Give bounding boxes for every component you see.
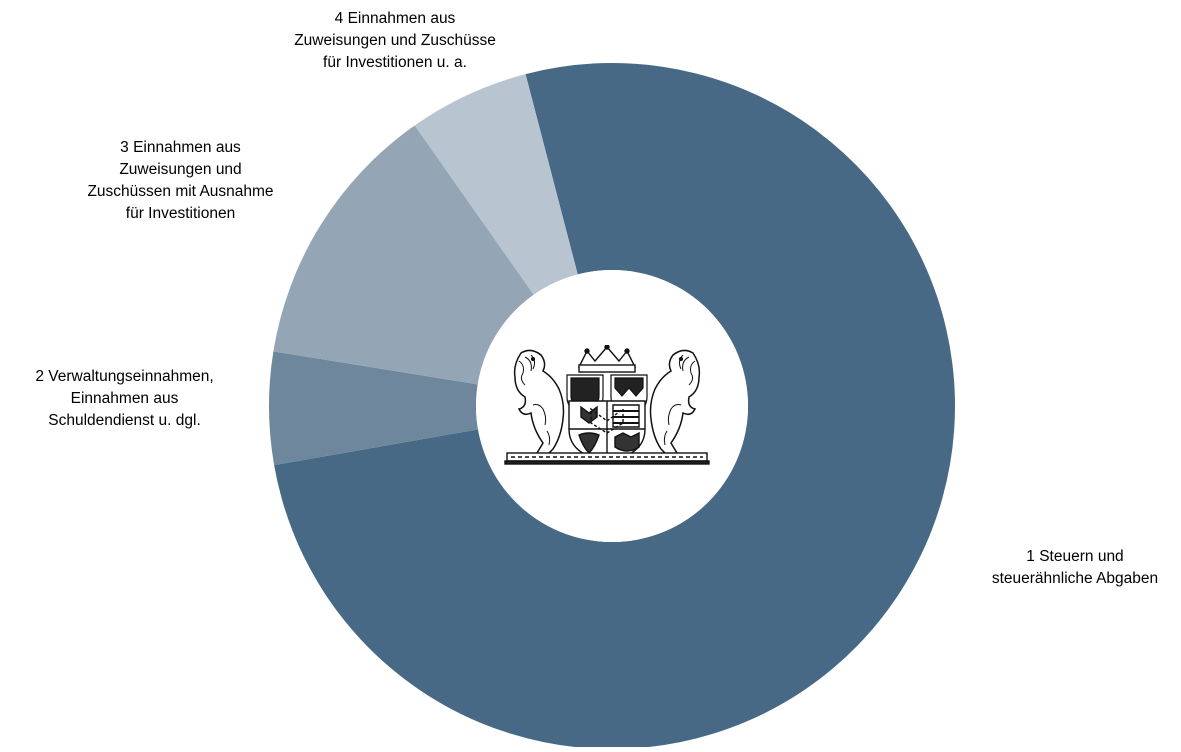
slice-label-verwaltungseinnahmen: 2 Verwaltungseinnahmen, Einnahmen aus Sc… [2, 366, 247, 432]
slice-label-line: Einnahmen aus [70, 390, 179, 407]
slice-label-zuweisungen-ohne-investitionen: 3 Einnahmen aus Zuweisungen und Zuschüss… [58, 137, 303, 225]
slice-label-zuweisungen-investitionen: 4 Einnahmen aus Zuweisungen und Zuschüss… [255, 8, 535, 74]
slice-label-steuern: 1 Steuern und steuerähnliche Abgaben [970, 546, 1180, 590]
slice-label-line: Schuldendienst u. dgl. [48, 412, 201, 429]
slice-label-line: Zuweisungen und Zuschüsse [294, 32, 496, 49]
slice-zuweisungen-ohne-investitionen [273, 125, 534, 385]
slice-label-line: für Investitionen [125, 205, 236, 222]
slice-label-line: Zuweisungen und [119, 161, 242, 178]
slice-label-line: 1 Steuern und [1026, 548, 1124, 565]
slice-steuern [274, 63, 955, 750]
slice-label-line: 4 Einnahmen aus [334, 10, 456, 27]
coat-of-arms-icon [504, 345, 710, 465]
slice-zuweisungen-investitionen [414, 74, 578, 295]
slice-label-line: für Investitionen u. a. [323, 54, 467, 71]
slice-label-line: 2 Verwaltungseinnahmen, [35, 368, 214, 385]
slice-label-line: Zuschüssen mit Ausnahme [87, 183, 274, 200]
slice-verwaltungseinnahmen [269, 351, 479, 466]
slice-label-line: 3 Einnahmen aus [120, 139, 241, 156]
slice-label-line: steuerähnliche Abgaben [991, 570, 1159, 587]
